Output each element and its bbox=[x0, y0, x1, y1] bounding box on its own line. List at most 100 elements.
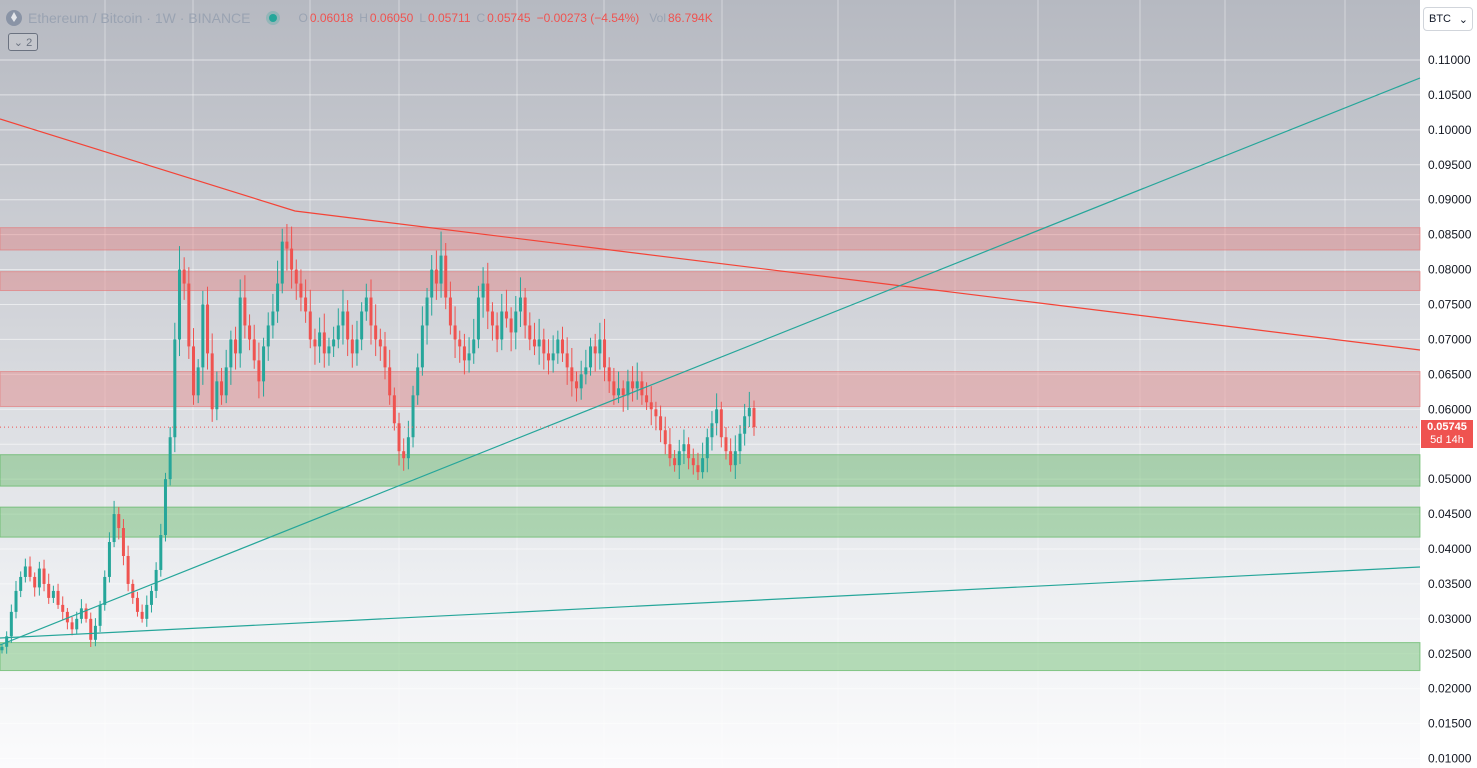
y-tick-label: 0.08500 bbox=[1428, 228, 1472, 242]
candle-body bbox=[299, 283, 303, 298]
trendlines[interactable] bbox=[0, 77, 1421, 646]
candle-body bbox=[121, 528, 125, 556]
bar-countdown: 5d 14h bbox=[1430, 434, 1464, 446]
candle-body bbox=[607, 367, 611, 382]
candle-body bbox=[313, 339, 317, 347]
descending-trendline bbox=[0, 118, 1421, 351]
candle-body bbox=[691, 458, 695, 466]
candle-body bbox=[724, 437, 728, 452]
candle-body bbox=[149, 590, 153, 605]
y-tick-label: 0.08000 bbox=[1428, 263, 1472, 277]
candle-body bbox=[612, 381, 616, 396]
candle-body bbox=[5, 636, 9, 647]
candle-body bbox=[654, 409, 658, 417]
candle-body bbox=[266, 325, 270, 347]
y-tick-label: 0.11000 bbox=[1428, 53, 1471, 67]
y-tick-label: 0.09000 bbox=[1428, 193, 1472, 207]
candle-body bbox=[668, 444, 672, 459]
candle-body bbox=[14, 590, 18, 612]
candle-body bbox=[617, 388, 621, 396]
candle-body bbox=[350, 339, 354, 354]
chevron-down-icon: ⌄ bbox=[1458, 13, 1468, 26]
y-tick-label: 0.07500 bbox=[1428, 297, 1472, 311]
candle-body bbox=[719, 409, 723, 438]
candle-body bbox=[663, 430, 667, 445]
candle-body bbox=[304, 297, 308, 312]
candle-body bbox=[360, 311, 364, 340]
candle-body bbox=[416, 367, 420, 396]
candle-body bbox=[537, 339, 541, 347]
currency-selector[interactable]: BTC ⌄ bbox=[1423, 7, 1473, 31]
candle-body bbox=[135, 597, 139, 612]
resistance-zone bbox=[0, 271, 1421, 292]
candle-body bbox=[504, 311, 508, 319]
candle-body bbox=[430, 269, 434, 298]
candle-body bbox=[177, 269, 181, 340]
candle-body bbox=[523, 297, 527, 326]
candle-body bbox=[565, 353, 569, 368]
candle-body bbox=[579, 374, 583, 389]
low-value: 0.05711 bbox=[428, 11, 471, 25]
candle-body bbox=[542, 339, 546, 354]
candle-body bbox=[673, 458, 677, 466]
candle-body bbox=[56, 590, 60, 605]
candle-body bbox=[19, 576, 23, 591]
candle-body bbox=[257, 360, 261, 382]
candle-body bbox=[476, 297, 480, 340]
y-tick-label: 0.07000 bbox=[1428, 332, 1472, 346]
candle-body bbox=[490, 311, 494, 326]
support-zone bbox=[0, 506, 1421, 538]
candle-body bbox=[201, 304, 205, 368]
candle-body bbox=[192, 346, 196, 396]
candle-body bbox=[495, 325, 499, 340]
candle-body bbox=[61, 604, 65, 612]
candle-body bbox=[388, 367, 392, 396]
candle-body bbox=[425, 297, 429, 326]
candle-body bbox=[710, 423, 714, 438]
candle-body bbox=[626, 381, 630, 396]
candle-body bbox=[112, 514, 116, 543]
candle-body bbox=[332, 339, 336, 347]
candle-body bbox=[402, 451, 406, 459]
candle-body bbox=[318, 332, 322, 347]
candle-body bbox=[220, 381, 224, 396]
candle-body bbox=[411, 395, 415, 438]
candle-body bbox=[420, 325, 424, 368]
candle-body bbox=[532, 339, 536, 347]
candle-body bbox=[243, 297, 247, 326]
plot-background bbox=[0, 0, 1420, 768]
y-tick-label: 0.02500 bbox=[1428, 647, 1472, 661]
y-tick-label: 0.04000 bbox=[1428, 542, 1472, 556]
candle-body bbox=[584, 367, 588, 375]
candle-body bbox=[215, 381, 219, 410]
price-axis[interactable]: 0.11000 0.10500 0.10000 0.09500 0.09000 0.085… bbox=[1428, 53, 1472, 766]
candle-body bbox=[0, 646, 4, 651]
candle-body bbox=[752, 408, 756, 428]
currency-label: BTC bbox=[1429, 13, 1451, 25]
candle-body bbox=[248, 325, 252, 340]
candle-body bbox=[196, 367, 200, 396]
last-price-value: 0.05745 bbox=[1427, 421, 1467, 433]
y-tick-label: 0.09500 bbox=[1428, 158, 1472, 172]
y-tick-label: 0.10000 bbox=[1428, 123, 1472, 137]
candle-body bbox=[9, 611, 13, 637]
candle-body bbox=[705, 437, 709, 459]
y-tick-label: 0.06000 bbox=[1428, 402, 1472, 416]
candle-body bbox=[509, 318, 513, 333]
symbol-title[interactable]: Ethereum / Bitcoin · 1W · BINANCE bbox=[28, 10, 251, 26]
candles bbox=[0, 224, 756, 654]
candle-body bbox=[486, 283, 490, 312]
candle-body bbox=[406, 437, 410, 459]
candle-body bbox=[37, 568, 41, 588]
long-term-support-trendline bbox=[0, 566, 1421, 639]
last-price-tag: 0.05745 5d 14h bbox=[1421, 420, 1473, 448]
candle-body bbox=[154, 569, 158, 591]
candle-body bbox=[285, 241, 289, 249]
y-tick-label: 0.10500 bbox=[1428, 88, 1472, 102]
candle-body bbox=[738, 433, 742, 452]
collapse-indicators-button[interactable]: ⌄ 2 bbox=[8, 33, 38, 51]
grid bbox=[0, 0, 1420, 768]
candle-body bbox=[271, 311, 275, 326]
